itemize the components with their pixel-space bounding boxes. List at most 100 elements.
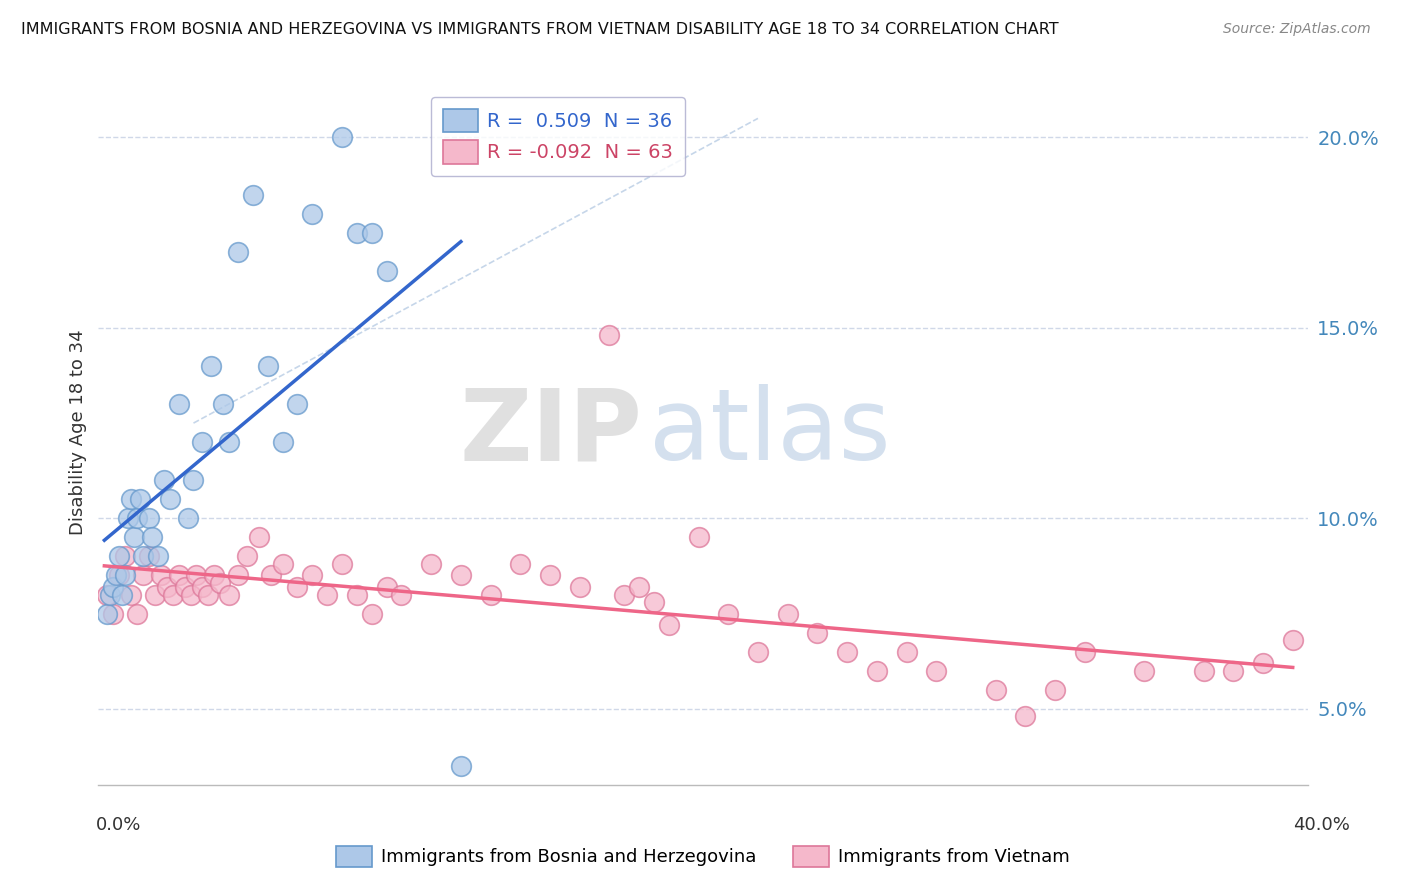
Point bbox=[420, 557, 443, 571]
Point bbox=[806, 625, 828, 640]
Point bbox=[226, 568, 249, 582]
Point bbox=[316, 587, 339, 601]
Point bbox=[375, 264, 398, 278]
Point bbox=[776, 607, 799, 621]
Point bbox=[260, 568, 283, 582]
Legend: R =  0.509  N = 36, R = -0.092  N = 63: R = 0.509 N = 36, R = -0.092 N = 63 bbox=[430, 97, 685, 176]
Point bbox=[167, 397, 190, 411]
Point bbox=[129, 492, 152, 507]
Point bbox=[538, 568, 561, 582]
Point bbox=[143, 587, 166, 601]
Point bbox=[717, 607, 740, 621]
Point bbox=[120, 492, 142, 507]
Point bbox=[568, 580, 591, 594]
Legend: Immigrants from Bosnia and Herzegovina, Immigrants from Vietnam: Immigrants from Bosnia and Herzegovina, … bbox=[329, 838, 1077, 874]
Point bbox=[191, 435, 214, 450]
Point bbox=[108, 549, 131, 564]
Point bbox=[111, 587, 134, 601]
Point bbox=[247, 530, 270, 544]
Point bbox=[98, 587, 121, 601]
Point bbox=[117, 511, 139, 525]
Text: 0.0%: 0.0% bbox=[96, 816, 141, 834]
Point bbox=[114, 549, 136, 564]
Point bbox=[114, 568, 136, 582]
Point bbox=[346, 587, 368, 601]
Point bbox=[613, 587, 636, 601]
Point bbox=[167, 568, 190, 582]
Point bbox=[628, 580, 651, 594]
Point bbox=[103, 607, 125, 621]
Point bbox=[643, 595, 665, 609]
Point bbox=[159, 492, 181, 507]
Point bbox=[301, 206, 323, 220]
Text: ZIP: ZIP bbox=[460, 384, 643, 481]
Point bbox=[120, 587, 142, 601]
Point bbox=[105, 568, 128, 582]
Point bbox=[103, 580, 125, 594]
Point bbox=[1192, 664, 1215, 678]
Text: 40.0%: 40.0% bbox=[1294, 816, 1350, 834]
Text: Source: ZipAtlas.com: Source: ZipAtlas.com bbox=[1223, 22, 1371, 37]
Point bbox=[391, 587, 413, 601]
Point bbox=[156, 580, 179, 594]
Point bbox=[479, 587, 502, 601]
Point bbox=[125, 607, 148, 621]
Point bbox=[152, 473, 174, 487]
Point bbox=[138, 549, 160, 564]
Point bbox=[287, 580, 309, 594]
Point bbox=[866, 664, 889, 678]
Point bbox=[191, 580, 214, 594]
Point bbox=[287, 397, 309, 411]
Point bbox=[108, 568, 131, 582]
Point bbox=[242, 187, 264, 202]
Point bbox=[132, 568, 155, 582]
Point bbox=[598, 328, 620, 343]
Point bbox=[658, 618, 681, 632]
Point bbox=[132, 549, 155, 564]
Point bbox=[138, 511, 160, 525]
Point bbox=[1251, 656, 1274, 670]
Point bbox=[146, 549, 169, 564]
Point bbox=[180, 587, 202, 601]
Point bbox=[122, 530, 145, 544]
Point bbox=[330, 130, 353, 145]
Point bbox=[218, 587, 240, 601]
Point bbox=[209, 576, 232, 591]
Point bbox=[197, 587, 219, 601]
Point bbox=[183, 473, 205, 487]
Point bbox=[1043, 682, 1066, 697]
Point bbox=[271, 435, 294, 450]
Point bbox=[212, 397, 235, 411]
Point bbox=[346, 226, 368, 240]
Point bbox=[162, 587, 184, 601]
Point bbox=[271, 557, 294, 571]
Point bbox=[1074, 645, 1097, 659]
Point bbox=[176, 511, 198, 525]
Point bbox=[509, 557, 531, 571]
Point bbox=[747, 645, 769, 659]
Point bbox=[330, 557, 353, 571]
Point bbox=[202, 568, 225, 582]
Point bbox=[173, 580, 195, 594]
Point bbox=[688, 530, 710, 544]
Point bbox=[226, 244, 249, 259]
Point bbox=[835, 645, 858, 659]
Point bbox=[149, 568, 172, 582]
Point bbox=[125, 511, 148, 525]
Point bbox=[360, 226, 382, 240]
Y-axis label: Disability Age 18 to 34: Disability Age 18 to 34 bbox=[69, 330, 87, 535]
Point bbox=[896, 645, 918, 659]
Point bbox=[1014, 709, 1036, 723]
Text: atlas: atlas bbox=[648, 384, 890, 481]
Point bbox=[450, 568, 472, 582]
Point bbox=[925, 664, 948, 678]
Point bbox=[984, 682, 1007, 697]
Text: IMMIGRANTS FROM BOSNIA AND HERZEGOVINA VS IMMIGRANTS FROM VIETNAM DISABILITY AGE: IMMIGRANTS FROM BOSNIA AND HERZEGOVINA V… bbox=[21, 22, 1059, 37]
Point bbox=[236, 549, 259, 564]
Point bbox=[450, 759, 472, 773]
Point bbox=[256, 359, 278, 373]
Point bbox=[1281, 633, 1303, 648]
Point bbox=[1133, 664, 1156, 678]
Point bbox=[96, 607, 118, 621]
Point bbox=[186, 568, 208, 582]
